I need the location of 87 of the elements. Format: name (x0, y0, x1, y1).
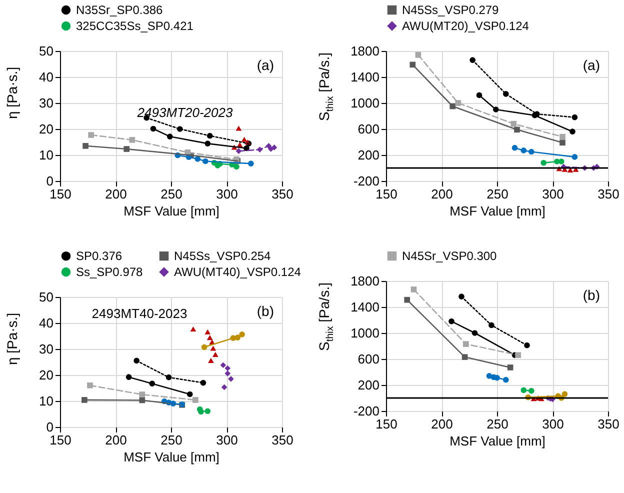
point (82, 142, 88, 149)
x-tick-label: 150 (376, 186, 398, 202)
x-tick-label: 250 (486, 186, 508, 202)
y-tick-label: 1000 (350, 326, 380, 340)
point (410, 62, 416, 68)
x-tick-label: 250 (160, 186, 182, 202)
y-tick-label: 20 (39, 122, 54, 136)
x-axis-title: MSF Value [mm] (124, 450, 220, 464)
x-axis-title: MSF Value [mm] (124, 204, 220, 218)
y-tick-label: 10 (39, 148, 54, 162)
annotation: (b) (582, 287, 600, 303)
point (228, 376, 234, 382)
y-axis-title: η [Pa·s.] (4, 312, 20, 365)
legend-label: N45Ss_VSP0.254 (174, 249, 272, 264)
point (87, 382, 93, 388)
point (192, 397, 198, 403)
point (224, 370, 231, 376)
x-tick-label: 150 (376, 416, 398, 432)
y-tick-label: 50 (39, 44, 54, 58)
y-tick-label: 1000 (350, 96, 380, 110)
point (236, 126, 242, 131)
x-tick-label: 300 (542, 416, 564, 432)
point (208, 358, 214, 363)
x-tick-label: 350 (272, 186, 294, 202)
x-tick-label: 200 (105, 432, 127, 448)
y-axis-title: η [Pa·s.] (4, 66, 20, 119)
legend-label: Ss_SP0.978 (76, 265, 144, 279)
point (241, 136, 248, 142)
y-tick-label: -200 (353, 404, 380, 418)
y-tick-label: 40 (39, 70, 54, 84)
x-tick-label: 350 (272, 432, 294, 448)
x-tick-label: 300 (542, 186, 564, 202)
legend-label: AWU(MT40)_VSP0.124 (174, 265, 302, 279)
point (88, 132, 94, 138)
y-tick-label: 200 (358, 378, 380, 392)
y-tick-label: 20 (39, 368, 54, 382)
point (210, 346, 216, 351)
legend-label: 325CC35Ss_SP0.421 (76, 19, 194, 33)
point (224, 365, 231, 372)
x-tick-label: 150 (50, 432, 72, 448)
y-tick-label: 1400 (350, 300, 380, 314)
legend-label: N35Sr_SP0.386 (76, 3, 164, 17)
point (560, 140, 566, 146)
annotation: 2493MT20-2023 (136, 105, 234, 120)
point (212, 352, 218, 357)
point (82, 397, 88, 403)
annotation: (a) (582, 57, 600, 73)
legend-label: N45Ss_VSP0.279 (402, 3, 500, 17)
y-tick-label: 10 (39, 394, 54, 408)
x-axis-title: MSF Value [mm] (450, 204, 546, 218)
y-tick-label: 1400 (350, 70, 380, 84)
point (220, 362, 226, 368)
x-tick-label: 200 (431, 416, 453, 432)
point (221, 384, 228, 390)
x-tick-label: 300 (216, 432, 238, 448)
y-tick-label: 0 (46, 420, 54, 434)
y-tick-label: 50 (39, 290, 54, 304)
x-tick-label: 150 (50, 186, 72, 202)
x-tick-label: 300 (216, 186, 238, 202)
x-tick-label: 350 (598, 186, 620, 202)
legend-label: AWU(MT20)_VSP0.124 (402, 19, 530, 33)
y-tick-label: 1800 (350, 44, 380, 58)
point (190, 326, 196, 332)
x-tick-label: 350 (598, 416, 620, 432)
x-axis-title: MSF Value [mm] (450, 434, 546, 448)
legend-label: SP0.376 (76, 249, 122, 264)
y-tick-label: 1800 (350, 274, 380, 288)
annotation: 2493MT40-2023 (92, 306, 188, 321)
point (204, 329, 211, 334)
y-tick-label: 0 (46, 174, 54, 188)
x-tick-label: 200 (431, 186, 453, 202)
y-tick-label: 600 (358, 122, 380, 136)
y-tick-label: -200 (353, 174, 380, 188)
x-tick-label: 250 (160, 432, 182, 448)
point (515, 352, 522, 358)
point (139, 392, 146, 398)
y-tick-label: 600 (358, 352, 380, 366)
y-tick-label: 30 (39, 342, 54, 356)
y-tick-label: 40 (39, 316, 54, 330)
point (206, 335, 213, 340)
y-tick-label: 30 (39, 96, 54, 110)
x-tick-label: 250 (486, 416, 508, 432)
legend-label: N45Sr_VSP0.300 (402, 249, 498, 263)
x-tick-label: 200 (105, 186, 127, 202)
annotation: (a) (256, 57, 274, 73)
annotation: (b) (256, 303, 274, 319)
y-tick-label: 200 (358, 148, 380, 162)
